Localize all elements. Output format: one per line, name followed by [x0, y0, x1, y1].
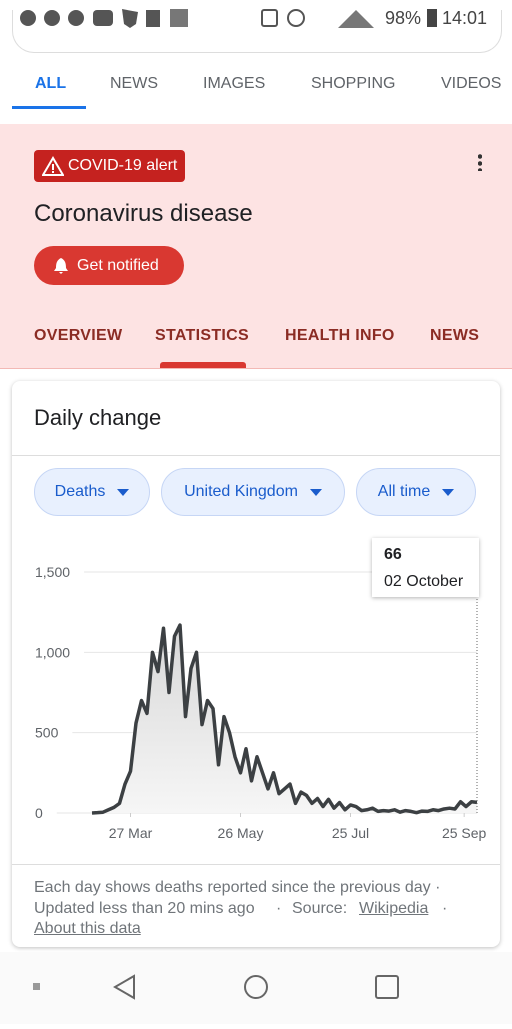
tab[interactable]: IMAGES [203, 75, 266, 92]
chip-text: All time [377, 483, 431, 500]
chip[interactable]: All time [356, 468, 476, 516]
footer-text: Source: [292, 900, 348, 917]
tab[interactable]: VIDEOS [441, 75, 502, 92]
alert-title: Coronavirus disease [34, 200, 253, 227]
chip[interactable]: Deaths [34, 468, 150, 516]
status-icons [20, 9, 437, 28]
clock: 14:01 [442, 8, 488, 28]
divider [12, 864, 500, 865]
divider [12, 455, 500, 456]
notify-text: Get notified [77, 257, 159, 274]
nav-icons [33, 974, 399, 1000]
x-tick-label: 26 May [218, 825, 264, 841]
search-box-edge [12, 10, 502, 53]
alert-tab[interactable]: HEALTH INFO [285, 327, 395, 344]
chart: 1,500 1,000 500 0 27 Mar 26 May 25 Jul 25 Sep [35, 560, 487, 841]
about-link[interactable]: About this data [34, 920, 141, 937]
alert-tab[interactable]: OVERVIEW [34, 327, 123, 344]
battery: 98% [385, 8, 422, 28]
alert-tab-indicator [160, 362, 246, 368]
tooltip-value: 66 [384, 546, 402, 563]
tooltip-date: 02 October [384, 573, 464, 590]
alert-tab[interactable]: STATISTICS [155, 327, 249, 344]
notify-button[interactable]: Get notified [34, 246, 184, 285]
bell-icon [54, 258, 68, 274]
chip-text: Deaths [54, 483, 106, 500]
footer-text: · [276, 900, 282, 917]
tooltip: 66 02 October [372, 538, 479, 597]
alert-tab[interactable]: NEWS [430, 327, 480, 344]
area [92, 625, 477, 813]
status-bar: 98% 14:01 [0, 0, 512, 36]
chip-text: United Kingdom [184, 483, 298, 500]
alert-badge-text: COVID-19 alert [68, 157, 178, 174]
y-tick-label: 1,500 [35, 564, 70, 580]
y-tick-label: 1,000 [35, 644, 70, 660]
x-tick-label: 25 Jul [332, 825, 369, 841]
chip[interactable]: United Kingdom [161, 468, 345, 516]
footer-text: · [442, 900, 448, 917]
card-title: Daily change [34, 405, 162, 430]
warning-icon [42, 156, 64, 176]
nav-bar [0, 952, 512, 1024]
footer-text: Each day shows deaths reported since the… [34, 879, 441, 896]
tab[interactable]: ALL [35, 75, 67, 92]
x-tick-label: 27 Mar [109, 825, 153, 841]
alert-badge: COVID-19 alert [34, 150, 186, 182]
tab[interactable]: SHOPPING [311, 75, 396, 92]
more-menu[interactable] [478, 153, 482, 171]
y-tick-label: 500 [35, 725, 59, 741]
tab-indicator [12, 106, 86, 109]
line [91, 623, 478, 815]
y-tick-label: 0 [35, 805, 43, 821]
source-link[interactable]: Wikipedia [359, 900, 429, 917]
x-tick-label: 25 Sep [442, 825, 487, 841]
tab[interactable]: NEWS [110, 75, 158, 92]
footer-text: Updated less than 20 mins ago [34, 900, 255, 917]
